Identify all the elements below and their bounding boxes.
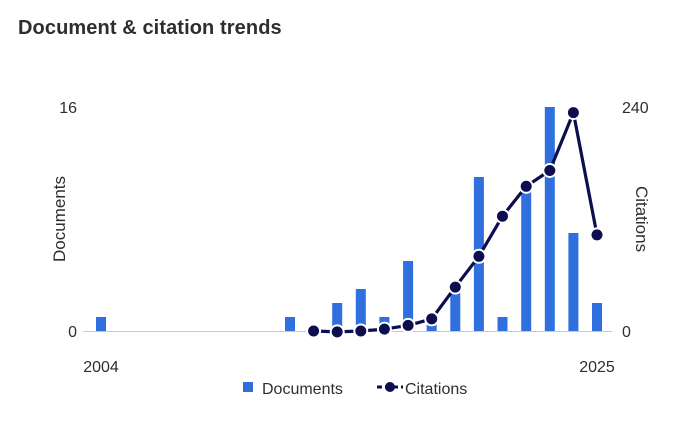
x-tick-start: 2004 [83, 359, 119, 376]
documents-bar-2004[interactable] [96, 317, 106, 331]
documents-bar-2014[interactable] [332, 303, 343, 331]
citations-point-2014[interactable] [329, 324, 345, 340]
legend: Documents Citations [243, 381, 467, 398]
documents-bar-2019[interactable] [450, 289, 461, 331]
legend-documents-label: Documents [262, 381, 343, 398]
citations-point-2013[interactable] [306, 323, 322, 339]
documents-bar-2015[interactable] [355, 289, 366, 331]
citations-point-2015[interactable] [353, 323, 369, 339]
legend-documents-swatch [243, 382, 253, 392]
documents-bar-2022[interactable] [521, 191, 532, 331]
citations-point-2017[interactable] [400, 317, 416, 333]
documents-bar-2024[interactable] [568, 233, 579, 331]
y-right-tick-top: 240 [622, 100, 649, 117]
citations-point-2021[interactable] [495, 208, 510, 224]
y-left-tick-bottom: 0 [68, 324, 77, 341]
y-right-tick-bottom: 0 [622, 324, 631, 341]
citations-points [306, 105, 605, 340]
citations-point-2025[interactable] [589, 227, 605, 243]
y-right-axis-title: Citations [632, 186, 651, 252]
citations-point-2018[interactable] [424, 311, 440, 327]
legend-citations-marker [385, 382, 395, 392]
y-left-tick-top: 16 [59, 100, 77, 117]
x-tick-end: 2025 [579, 359, 615, 376]
documents-bar-2012[interactable] [285, 317, 295, 331]
documents-bars [96, 107, 602, 331]
documents-bar-2023[interactable] [544, 107, 555, 331]
y-left-axis-title: Documents [50, 176, 69, 262]
documents-bar-2021[interactable] [497, 317, 508, 331]
citations-point-2016[interactable] [376, 321, 392, 337]
documents-bar-2017[interactable] [403, 261, 414, 331]
citations-point-2019[interactable] [447, 279, 463, 295]
citations-point-2020[interactable] [471, 248, 487, 264]
citations-point-2024[interactable] [565, 105, 581, 121]
legend-citations-label: Citations [405, 381, 467, 398]
documents-bar-2025[interactable] [592, 303, 602, 331]
citations-point-2023[interactable] [542, 163, 558, 178]
citations-point-2022[interactable] [518, 178, 534, 194]
chart-title: Document & citation trends [18, 17, 282, 39]
